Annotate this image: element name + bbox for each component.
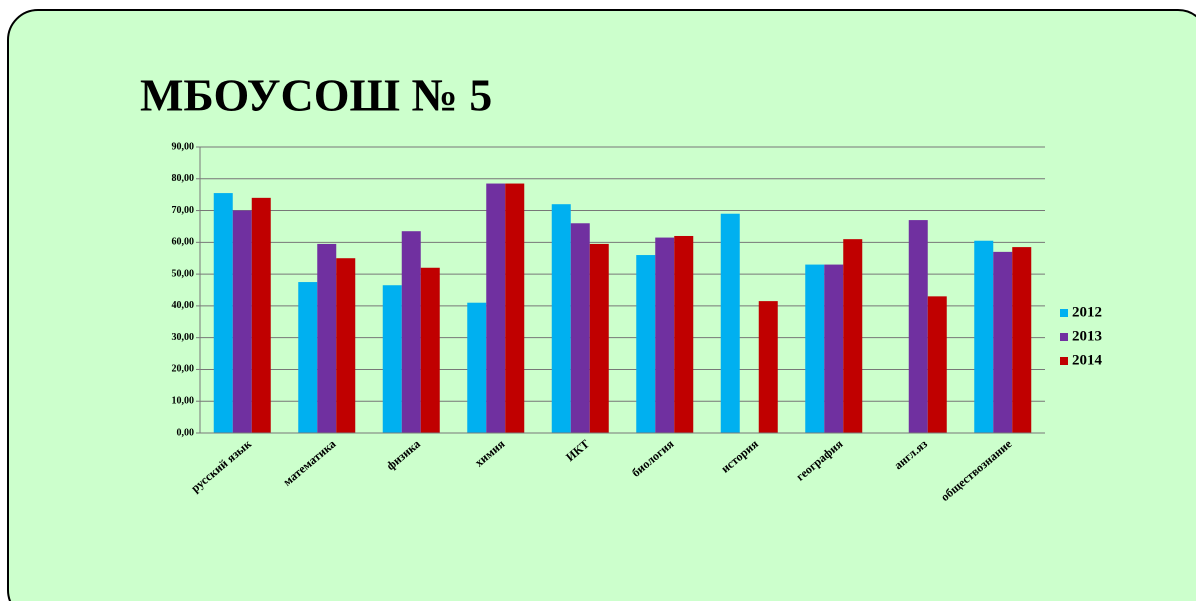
bar — [589, 243, 609, 433]
bar — [251, 197, 271, 433]
legend-label: 2013 — [1072, 328, 1102, 344]
bar — [570, 223, 590, 433]
legend-label: 2012 — [1072, 304, 1102, 320]
legend-label: 2014 — [1072, 352, 1103, 368]
bar — [908, 220, 928, 433]
y-tick-label: 80,00 — [172, 173, 195, 184]
bar — [805, 264, 825, 433]
bar — [551, 204, 571, 433]
bar — [655, 237, 675, 433]
bar — [843, 239, 863, 433]
bar — [336, 258, 356, 433]
bar — [382, 285, 402, 433]
bar — [927, 296, 947, 433]
bar — [317, 243, 337, 433]
bar — [636, 255, 656, 433]
y-tick-label: 30,00 — [172, 332, 195, 343]
y-tick-label: 40,00 — [172, 300, 195, 311]
bar — [674, 235, 694, 433]
y-tick-label: 50,00 — [172, 268, 195, 279]
bar — [401, 231, 421, 433]
legend-swatch — [1060, 357, 1068, 365]
bar — [420, 267, 440, 433]
y-tick-label: 0,00 — [177, 427, 195, 438]
y-tick-label: 20,00 — [172, 364, 195, 375]
chart-title: МБОУСОШ № 5 — [140, 70, 492, 121]
legend-swatch — [1060, 309, 1068, 317]
bar — [467, 302, 487, 433]
bar — [720, 213, 740, 433]
bar — [974, 240, 994, 433]
bar — [298, 282, 318, 433]
y-tick-label: 10,00 — [172, 396, 195, 407]
bar — [213, 193, 233, 433]
bar — [758, 301, 778, 433]
y-tick-label: 70,00 — [172, 205, 195, 216]
legend-swatch — [1060, 333, 1068, 341]
y-tick-label: 60,00 — [172, 237, 195, 248]
bar — [993, 251, 1013, 433]
bar — [824, 264, 844, 433]
bar — [232, 210, 252, 433]
y-tick-label: 90,00 — [172, 141, 195, 152]
bar — [505, 183, 525, 433]
bar — [486, 183, 506, 433]
bar — [1012, 247, 1032, 433]
